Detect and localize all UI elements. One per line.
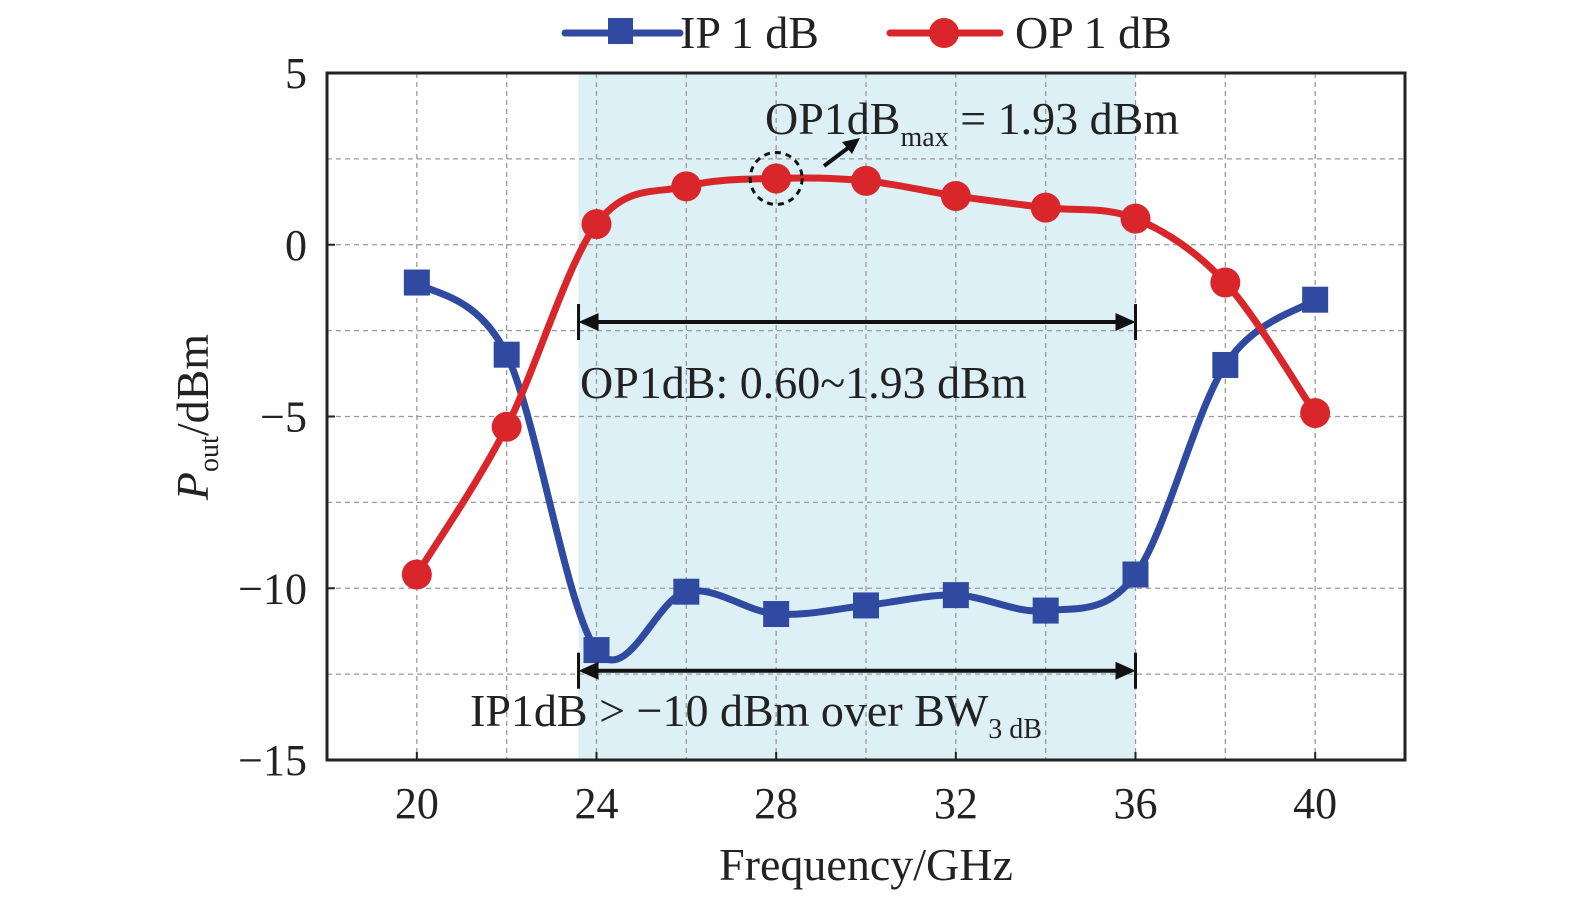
y-tick-label: 0 bbox=[285, 221, 307, 270]
data-point-ip1db bbox=[763, 601, 790, 628]
tick-layer: 20 24 28 32 36 40 5 0 −5 −10 −15 bbox=[238, 49, 1337, 828]
ip-range-arrow-right-head bbox=[1115, 661, 1136, 680]
data-point-ip1db bbox=[853, 592, 879, 619]
data-point-op1db bbox=[851, 165, 881, 196]
data-point-ip1db bbox=[583, 637, 610, 664]
data-point-op1db bbox=[401, 559, 432, 590]
data-point-op1db bbox=[1120, 203, 1151, 234]
data-point-ip1db bbox=[1212, 351, 1239, 378]
x-tick-label: 40 bbox=[1293, 779, 1337, 828]
data-point-op1db bbox=[1300, 398, 1331, 429]
op-range-arrow-right-head bbox=[1115, 313, 1136, 332]
range-arrows bbox=[577, 304, 1137, 689]
x-tick-label: 32 bbox=[934, 779, 978, 828]
x-tick-label: 20 bbox=[395, 779, 439, 828]
x-tick-label: 36 bbox=[1114, 779, 1158, 828]
series-layer bbox=[401, 163, 1331, 664]
annotation-op-range: OP1dB: 0.60~1.93 dBm bbox=[580, 357, 1027, 408]
y-axis-label: Pout/dBm bbox=[167, 334, 225, 501]
data-point-ip1db bbox=[1032, 597, 1059, 624]
data-point-ip1db bbox=[673, 578, 700, 605]
y-tick-label: 5 bbox=[285, 49, 307, 98]
y-tick-label: −10 bbox=[238, 564, 307, 613]
legend-ip: IP 1 dB bbox=[680, 7, 819, 58]
legend: IP 1 dB OP 1 dB bbox=[561, 7, 1172, 58]
data-point-ip1db bbox=[942, 582, 969, 609]
data-point-op1db bbox=[581, 209, 612, 240]
y-tick-label: −15 bbox=[238, 736, 307, 785]
max-point-highlight bbox=[748, 150, 804, 206]
data-point-op1db bbox=[940, 180, 971, 211]
y-tick-label: −5 bbox=[260, 393, 307, 442]
x-tick-label: 28 bbox=[754, 779, 798, 828]
data-point-op1db bbox=[491, 411, 522, 442]
annotation-ip-range: IP1dB > −10 dBm over BW3 dB bbox=[470, 685, 1042, 745]
series-line-op1db bbox=[413, 174, 1319, 577]
annotation-op-max: OP1dBmax = 1.93 dBm bbox=[765, 93, 1179, 153]
x-tick-label: 24 bbox=[575, 779, 619, 828]
data-point-op1db bbox=[1030, 192, 1061, 223]
series-line-ip1db bbox=[414, 279, 1318, 664]
data-point-ip1db bbox=[403, 269, 430, 296]
data-point-op1db bbox=[761, 163, 792, 194]
x-axis-label: Frequency/GHz bbox=[719, 839, 1013, 890]
data-point-op1db bbox=[671, 171, 702, 202]
op-range-arrow-left-head bbox=[578, 313, 599, 332]
data-point-ip1db bbox=[1302, 286, 1329, 313]
legend-op: OP 1 dB bbox=[1015, 7, 1172, 58]
ip-range-arrow-left-head bbox=[578, 661, 599, 680]
data-point-op1db bbox=[1210, 267, 1241, 298]
data-point-ip1db bbox=[493, 341, 520, 368]
legend-circle-marker-icon bbox=[929, 18, 959, 48]
legend-square-marker-icon bbox=[608, 18, 633, 44]
data-point-ip1db bbox=[1122, 561, 1149, 588]
max-pointer-arrow-icon bbox=[822, 138, 860, 168]
